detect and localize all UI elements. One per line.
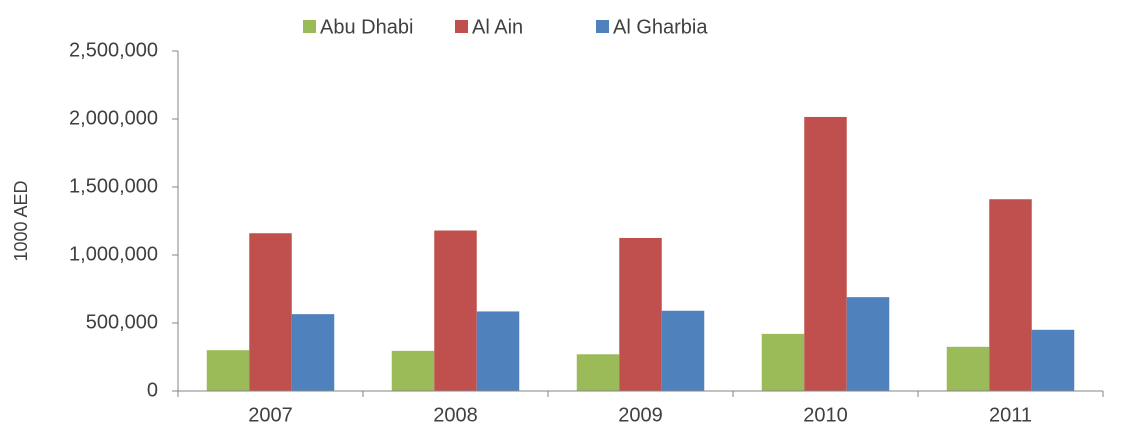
legend-label: Abu Dhabi: [320, 16, 413, 38]
y-axis-label: 1000 AED: [11, 180, 31, 261]
y-tick-label: 500,000: [86, 311, 158, 333]
bar: [846, 297, 890, 391]
x-tick-label: 2007: [248, 404, 293, 426]
legend-swatch: [455, 20, 468, 33]
bar: [619, 238, 662, 391]
bar: [804, 116, 847, 392]
bar: [249, 233, 292, 391]
bar: [391, 350, 435, 391]
bar: [1031, 329, 1075, 391]
bar: [434, 230, 477, 391]
legend-swatch: [596, 20, 609, 33]
bar: [989, 199, 1032, 391]
x-tick-label: 2011: [989, 404, 1032, 426]
y-tick-label: 0: [147, 379, 158, 401]
bar: [206, 350, 250, 391]
legend-label: Al Gharbia: [613, 16, 708, 38]
y-tick-label: 2,000,000: [69, 107, 158, 129]
y-tick-label: 1,500,000: [69, 175, 158, 197]
y-tick-label: 2,500,000: [69, 39, 158, 61]
x-tick-label: 2008: [433, 404, 478, 426]
bar: [476, 311, 520, 391]
legend-swatch: [303, 20, 316, 33]
x-tick-label: 2010: [803, 404, 848, 426]
bar: [661, 310, 705, 391]
legend-label: Al Ain: [472, 16, 523, 38]
bar: [291, 314, 335, 391]
x-tick-label: 2009: [618, 404, 663, 426]
bar: [576, 354, 620, 391]
y-tick-label: 1,000,000: [69, 243, 158, 265]
bar: [761, 333, 805, 391]
bar: [946, 346, 990, 391]
